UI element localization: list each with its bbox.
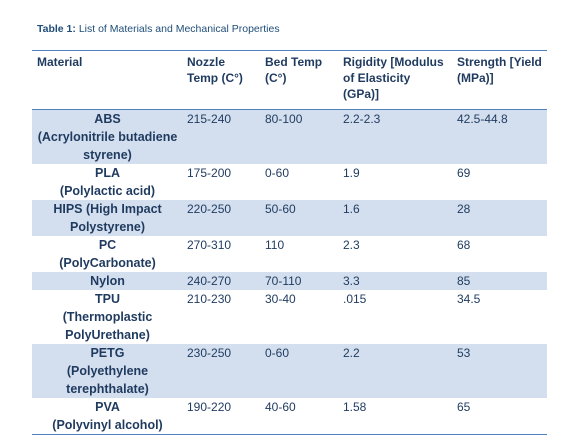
header-row: Material Nozzle Temp (C°) Bed Temp (C°) … <box>32 50 547 110</box>
bed-temp-cell: 70-110 <box>260 272 338 290</box>
table-row: TPU (Thermoplastic PolyUrethane) 210-230 … <box>32 290 547 344</box>
material-abbrev: PC <box>98 238 117 252</box>
material-abbrev: PVA <box>95 400 120 414</box>
materials-table: Material Nozzle Temp (C°) Bed Temp (C°) … <box>32 50 547 435</box>
material-cell: ABS (Acrylonitrile butadiene styrene) <box>32 109 182 164</box>
header-nozzle-temp: Nozzle Temp (C°) <box>182 50 260 110</box>
table-row: ABS (Acrylonitrile butadiene styrene) 215… <box>32 109 547 164</box>
material-cell: PLA (Polylactic acid) <box>32 164 182 200</box>
material-full-name: (Polylactic acid) <box>59 184 156 198</box>
rigidity-cell: 1.58 <box>338 398 452 435</box>
strength-cell: 68 <box>457 238 471 252</box>
material-abbrev: TPU <box>95 292 120 306</box>
material-full-name: (Thermoplastic PolyUrethane) <box>62 310 153 342</box>
strength-cell: 53 <box>452 344 547 398</box>
rigidity-cell: 2.2-2.3 <box>338 109 452 164</box>
nozzle-temp-cell: 230-250 <box>182 344 260 398</box>
nozzle-temp-cell: 190-220 <box>182 398 260 435</box>
strength-cell: 69 <box>457 166 471 180</box>
table-row: PC (PolyCarbonate) 270-310 110 2.3 68 <box>32 236 547 272</box>
nozzle-temp-cell: 215-240 <box>182 109 260 164</box>
rigidity-cell: 1.6 <box>338 200 452 236</box>
nozzle-temp-cell: 220-250 <box>182 200 260 236</box>
material-abbrev: PETG <box>90 346 125 360</box>
material-cell: PC (PolyCarbonate) <box>32 236 182 272</box>
nozzle-temp-cell: 270-310 <box>187 238 232 252</box>
table-row: PVA (Polyvinyl alcohol) 190-220 40-60 1.5… <box>32 398 547 435</box>
material-cell: HIPS (High Impact Polystyrene) <box>32 200 182 236</box>
table-row: PLA (Polylactic acid) 175-200 0-60 1.9 69 <box>32 164 547 200</box>
bed-temp-cell: 110 <box>265 238 285 252</box>
material-cell: Nylon <box>32 272 182 290</box>
material-full-name: (Polyethylene terephthalate) <box>66 364 149 396</box>
material-abbrev: PLA <box>95 166 120 180</box>
bed-temp-cell: 0-60 <box>265 166 290 180</box>
nozzle-temp-cell: 210-230 <box>187 292 232 306</box>
table-row: HIPS (High Impact Polystyrene) 220-250 5… <box>32 200 547 236</box>
material-full-name: (High Impact Polystyrene) <box>69 202 162 234</box>
rigidity-cell: 3.3 <box>338 272 452 290</box>
material-full-name: (PolyCarbonate) <box>59 256 156 270</box>
strength-cell: 65 <box>452 398 547 435</box>
nozzle-temp-cell: 240-270 <box>182 272 260 290</box>
caption-label: Table 1: <box>37 23 76 35</box>
material-cell: PVA (Polyvinyl alcohol) <box>32 398 182 435</box>
bed-temp-cell: 40-60 <box>260 398 338 435</box>
rigidity-cell: 2.3 <box>343 238 360 252</box>
material-full-name: (Acrylonitrile butadiene styrene) <box>37 130 178 162</box>
bed-temp-cell: 30-40 <box>265 292 296 306</box>
material-abbrev: ABS <box>94 112 121 126</box>
material-abbrev: Nylon <box>90 274 125 288</box>
bed-temp-cell: 80-100 <box>260 109 338 164</box>
material-cell: PETG (Polyethylene terephthalate) <box>32 344 182 398</box>
header-material: Material <box>32 50 182 110</box>
bed-temp-cell: 0-60 <box>260 344 338 398</box>
header-bed-temp: Bed Temp (C°) <box>260 50 338 110</box>
material-abbrev: HIPS <box>53 202 83 216</box>
material-cell: TPU (Thermoplastic PolyUrethane) <box>32 290 182 344</box>
strength-cell: 42.5-44.8 <box>452 109 547 164</box>
rigidity-cell: .015 <box>343 292 367 306</box>
caption-text: List of Materials and Mechanical Propert… <box>75 23 280 35</box>
rigidity-cell: 1.9 <box>343 166 360 180</box>
header-rigidity: Rigidity [Modulus of Elasticity (GPa)] <box>338 50 452 110</box>
table-caption: Table 1: List of Materials and Mechanica… <box>37 23 280 35</box>
strength-cell: 85 <box>452 272 547 290</box>
bed-temp-cell: 50-60 <box>260 200 338 236</box>
nozzle-temp-cell: 175-200 <box>187 166 232 180</box>
header-strength: Strength [Yield (MPa)] <box>452 50 547 110</box>
material-full-name: (Polyvinyl alcohol) <box>52 418 163 432</box>
rigidity-cell: 2.2 <box>338 344 452 398</box>
strength-cell: 28 <box>452 200 547 236</box>
table-row: PETG (Polyethylene terephthalate) 230-250… <box>32 344 547 398</box>
strength-cell: 34.5 <box>457 292 481 306</box>
table-row: Nylon 240-270 70-110 3.3 85 <box>32 272 547 290</box>
